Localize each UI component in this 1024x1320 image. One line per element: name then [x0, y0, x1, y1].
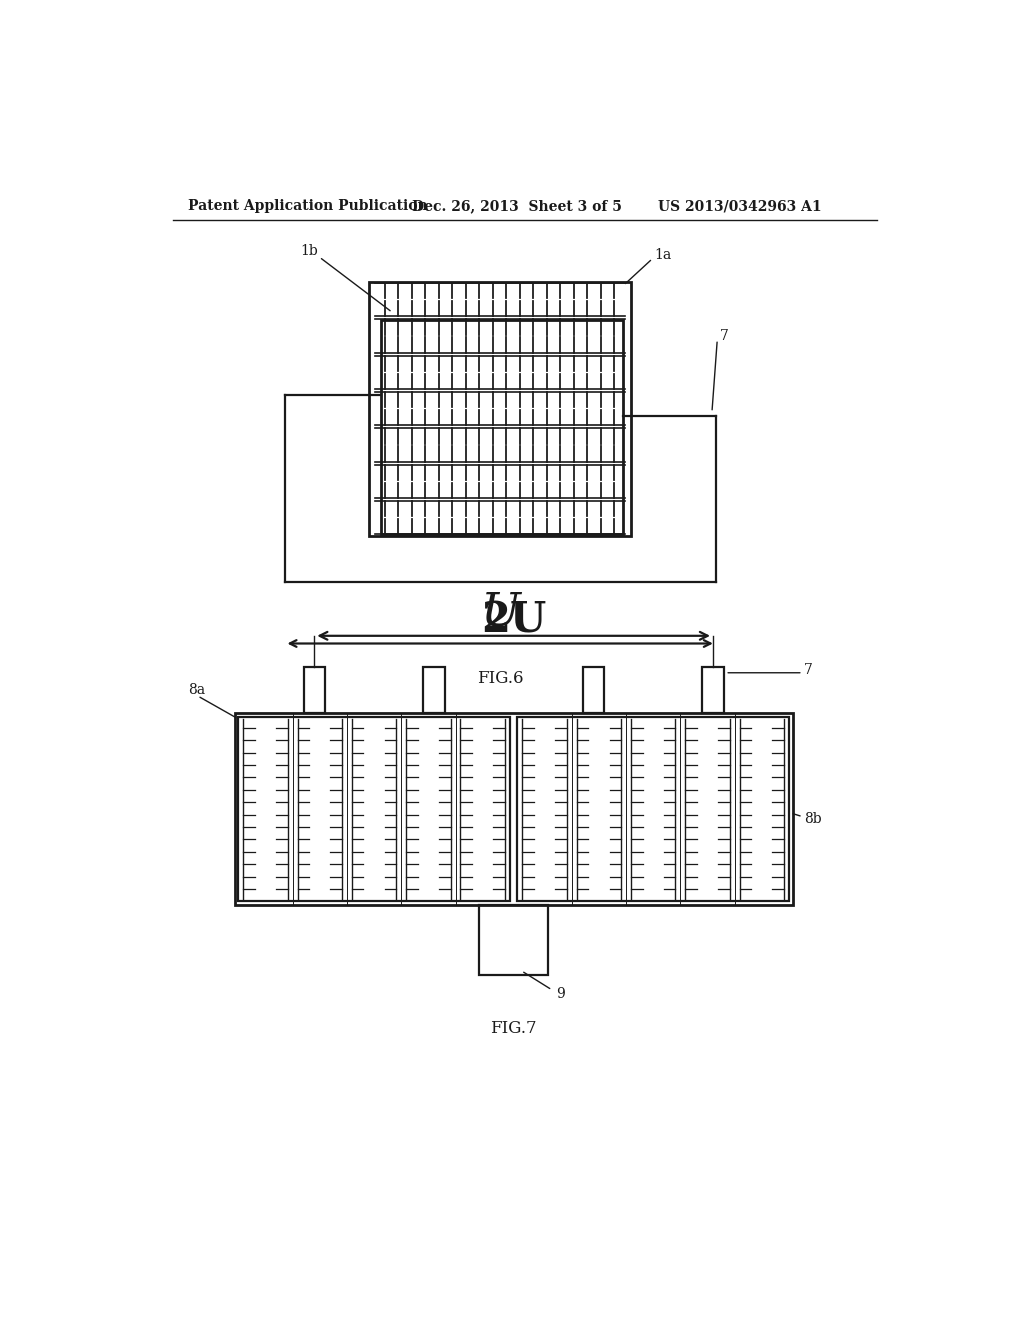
Text: 7: 7 [720, 329, 728, 342]
Text: Patent Application Publication: Patent Application Publication [188, 199, 428, 213]
Text: 1b: 1b [300, 244, 317, 257]
Text: 7: 7 [804, 664, 813, 677]
Bar [702, 667, 724, 713]
Bar [479, 906, 548, 974]
Bar [583, 667, 604, 713]
Bar [239, 717, 510, 902]
Bar [234, 713, 793, 906]
Text: 1a: 1a [654, 248, 672, 261]
Text: US 2013/0342963 A1: US 2013/0342963 A1 [658, 199, 821, 213]
Text: 8b: 8b [804, 812, 822, 826]
Text: 9: 9 [556, 987, 564, 1001]
Text: 2U: 2U [481, 599, 546, 642]
Text: 8a: 8a [188, 682, 206, 697]
Text: Dec. 26, 2013  Sheet 3 of 5: Dec. 26, 2013 Sheet 3 of 5 [412, 199, 622, 213]
Bar [381, 321, 624, 535]
Text: U: U [480, 590, 520, 635]
Text: FIG.6: FIG.6 [477, 669, 523, 686]
Bar [370, 281, 631, 536]
Text: FIG.7: FIG.7 [490, 1020, 537, 1038]
Bar [517, 717, 788, 902]
Bar [423, 667, 444, 713]
Bar [303, 667, 326, 713]
